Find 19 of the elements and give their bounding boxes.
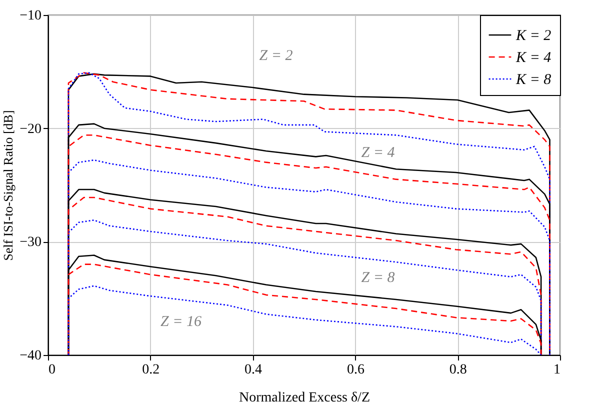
x-tick-label: 1 [554, 362, 560, 378]
x-tick-label: 0.8 [449, 362, 467, 378]
annotation: Z = 16 [160, 314, 202, 330]
y-tick-label: −20 [20, 122, 42, 137]
y-axis-title: Self ISI-to-Signal Ratio [dB] [0, 110, 16, 261]
y-tick-label: −10 [20, 8, 42, 24]
legend-label: K = 8 [515, 72, 552, 88]
x-tick-label: 0.6 [346, 362, 364, 378]
x-axis-title: Normalized Excess δ/Z [239, 390, 370, 406]
legend-label: K = 4 [515, 50, 552, 66]
legend-label: K = 2 [515, 28, 552, 44]
x-tick-label: 0.2 [142, 362, 160, 378]
x-tick-label: 0 [48, 362, 56, 378]
x-tick-label: 0.4 [244, 362, 262, 378]
y-tick-label: −40 [20, 348, 42, 364]
annotation: Z = 4 [361, 145, 396, 161]
annotation: Z = 2 [259, 48, 294, 64]
annotation: Z = 8 [361, 270, 396, 286]
y-tick-label: −30 [20, 235, 42, 250]
